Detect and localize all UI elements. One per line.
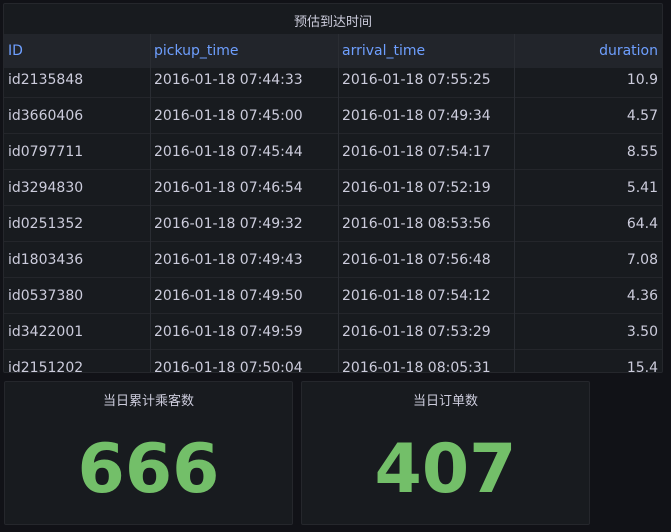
table-cell: id2151202	[8, 360, 84, 372]
table-cell: 2016-01-18 08:53:56	[342, 216, 491, 232]
column-separator	[514, 34, 515, 68]
table-cell: 4.36	[626, 288, 658, 304]
table-row: id2151202 2016-01-18 07:50:04 2016-01-18 0…	[4, 350, 662, 372]
table-cell: 2016-01-18 07:44:33	[154, 72, 303, 88]
panel-title: 当日累计乘客数	[102, 394, 194, 409]
column-separator	[514, 314, 515, 350]
table-header: ID pickup_time arrival_time duration	[4, 34, 662, 68]
column-separator	[338, 350, 339, 372]
table-cell: 10.9	[626, 72, 658, 88]
table-cell: 3.50	[626, 324, 658, 340]
column-separator	[514, 350, 515, 372]
table-cell: id3422001	[8, 324, 84, 340]
table-cell: 2016-01-18 07:55:25	[342, 72, 491, 88]
column-separator	[514, 278, 515, 314]
table-row: id0797711 2016-01-18 07:45:44 2016-01-18 0…	[4, 134, 662, 170]
table-cell: 2016-01-18 07:49:32	[154, 216, 303, 232]
table-cell: 2016-01-18 07:52:19	[342, 180, 491, 196]
table-cell: 64.4	[626, 216, 658, 232]
table-cell: id0537380	[8, 288, 84, 304]
table-cell: id3660406	[8, 108, 84, 124]
column-separator	[150, 68, 151, 98]
column-separator	[150, 206, 151, 242]
table-cell: 2016-01-18 08:05:31	[342, 360, 491, 372]
table-cell: id2135848	[8, 72, 84, 88]
table-row: id1803436 2016-01-18 07:49:43 2016-01-18 0…	[4, 242, 662, 278]
table-row: id0251352 2016-01-18 07:49:32 2016-01-18 0…	[4, 206, 662, 242]
column-separator	[338, 314, 339, 350]
stat-panel: 当日订单数 407	[301, 381, 590, 525]
table-cell: 4.57	[626, 108, 658, 124]
table-cell: id1803436	[8, 252, 84, 268]
table-cell: 15.4	[626, 360, 658, 372]
column-separator	[338, 98, 339, 134]
column-separator	[150, 98, 151, 134]
column-separator	[338, 170, 339, 206]
column-header[interactable]: arrival_time	[342, 43, 426, 59]
table-cell: 5.41	[626, 180, 658, 196]
table-cell: 2016-01-18 07:53:29	[342, 324, 491, 340]
table-cell: 2016-01-18 07:45:00	[154, 108, 303, 124]
column-separator	[338, 134, 339, 170]
stat-value: 407	[374, 430, 517, 509]
column-separator	[150, 242, 151, 278]
column-separator	[150, 314, 151, 350]
panel-title: 预估到达时间	[293, 15, 372, 30]
panel-title: 当日订单数	[412, 394, 478, 409]
stat-panel: 当日累计乘客数 666	[4, 381, 293, 525]
column-separator	[150, 34, 151, 68]
table-cell: id0797711	[8, 144, 84, 160]
table-cell: 2016-01-18 07:45:44	[154, 144, 303, 160]
table-row: id3294830 2016-01-18 07:46:54 2016-01-18 0…	[4, 170, 662, 206]
column-separator	[150, 350, 151, 372]
table-cell: id3294830	[8, 180, 84, 196]
table-cell: 2016-01-18 07:49:43	[154, 252, 303, 268]
column-header[interactable]: ID	[8, 43, 23, 59]
table-cell: 2016-01-18 07:49:59	[154, 324, 303, 340]
column-separator	[338, 68, 339, 98]
column-header[interactable]: duration	[599, 43, 658, 59]
table-cell: 2016-01-18 07:46:54	[154, 180, 303, 196]
table-cell: 2016-01-18 07:50:04	[154, 360, 303, 372]
column-separator	[338, 206, 339, 242]
column-separator	[150, 278, 151, 314]
column-separator	[514, 98, 515, 134]
column-separator	[514, 134, 515, 170]
column-separator	[150, 134, 151, 170]
table-cell: 2016-01-18 07:49:50	[154, 288, 303, 304]
column-separator	[338, 34, 339, 68]
column-separator	[338, 242, 339, 278]
column-separator	[150, 170, 151, 206]
table-cell: 8.55	[626, 144, 658, 160]
table-cell: 7.08	[626, 252, 658, 268]
column-separator	[514, 68, 515, 98]
column-separator	[514, 206, 515, 242]
column-separator	[338, 278, 339, 314]
table-cell: 2016-01-18 07:56:48	[342, 252, 491, 268]
table-cell: 2016-01-18 07:49:34	[342, 108, 491, 124]
table-body[interactable]: id2135848 2016-01-18 07:44:33 2016-01-18 0…	[4, 68, 662, 372]
table-row: id0537380 2016-01-18 07:49:50 2016-01-18 0…	[4, 278, 662, 314]
column-separator	[514, 242, 515, 278]
table-row: id3660406 2016-01-18 07:45:00 2016-01-18 0…	[4, 98, 662, 134]
table-panel: 预估到达时间 ID pickup_time arrival_time duration…	[3, 3, 663, 373]
table-cell: 2016-01-18 07:54:12	[342, 288, 491, 304]
table-row: id3422001 2016-01-18 07:49:59 2016-01-18 0…	[4, 314, 662, 350]
column-separator	[514, 170, 515, 206]
column-header[interactable]: pickup_time	[154, 43, 239, 59]
table-cell: id0251352	[8, 216, 84, 232]
table-cell: 2016-01-18 07:54:17	[342, 144, 491, 160]
table-row: id2135848 2016-01-18 07:44:33 2016-01-18 0…	[4, 68, 662, 98]
stat-value: 666	[77, 430, 220, 509]
